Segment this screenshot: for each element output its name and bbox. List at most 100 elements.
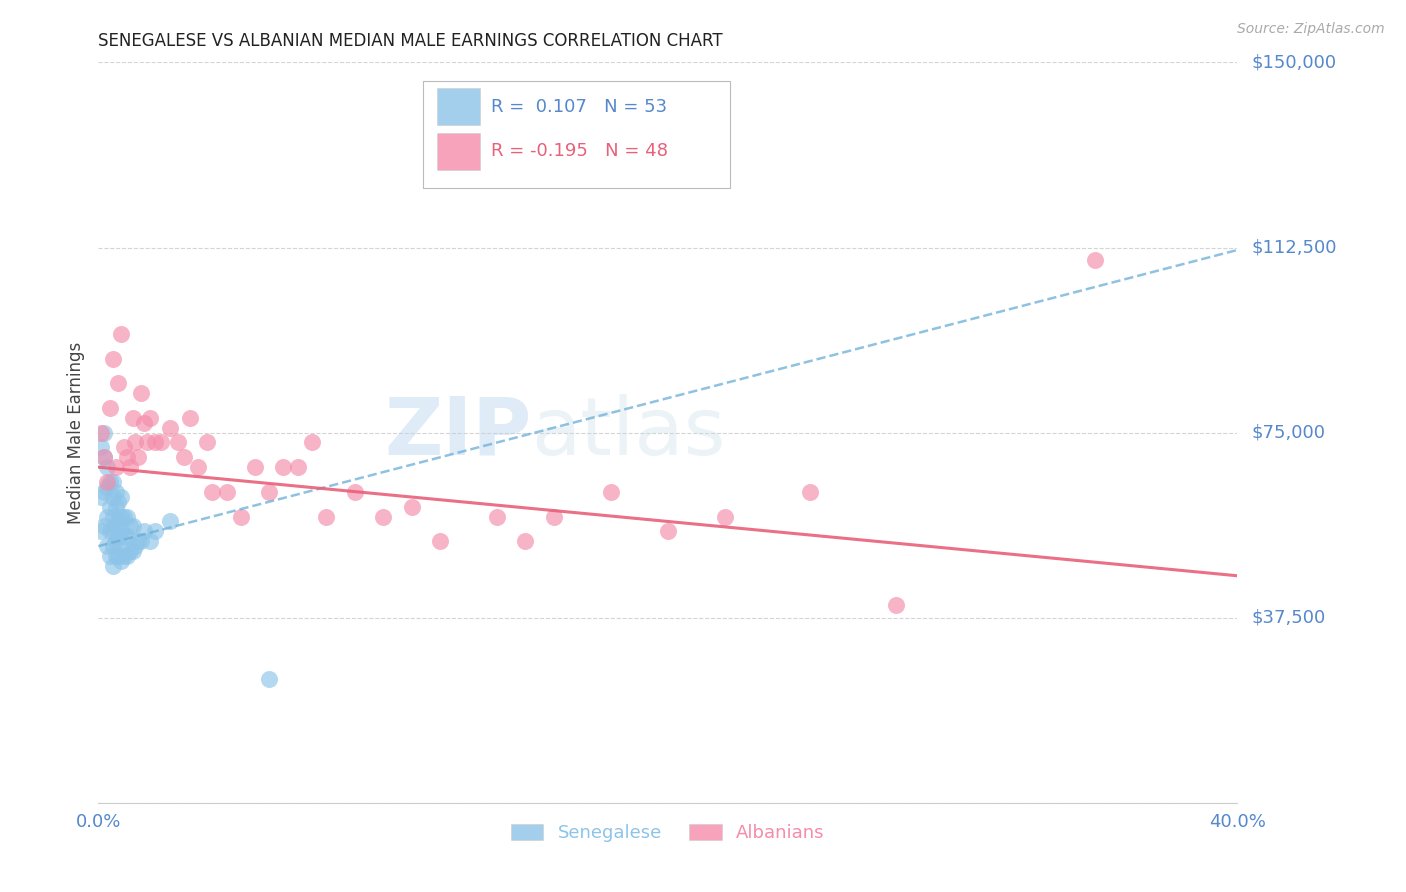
FancyBboxPatch shape bbox=[437, 133, 479, 169]
Point bbox=[96, 539, 118, 553]
Point bbox=[315, 509, 337, 524]
Point bbox=[486, 509, 509, 524]
Point bbox=[118, 544, 141, 558]
Point bbox=[600, 484, 623, 499]
Point bbox=[98, 549, 121, 563]
Point bbox=[104, 484, 127, 499]
Point bbox=[129, 386, 152, 401]
Point bbox=[127, 450, 149, 465]
Point bbox=[201, 484, 224, 499]
Point bbox=[273, 460, 295, 475]
Point bbox=[93, 484, 115, 499]
Point bbox=[301, 435, 323, 450]
Point bbox=[98, 475, 121, 489]
Text: $150,000: $150,000 bbox=[1251, 54, 1336, 71]
Point bbox=[107, 494, 129, 508]
Point bbox=[343, 484, 366, 499]
Point bbox=[115, 509, 138, 524]
Text: SENEGALESE VS ALBANIAN MEDIAN MALE EARNINGS CORRELATION CHART: SENEGALESE VS ALBANIAN MEDIAN MALE EARNI… bbox=[98, 32, 723, 50]
Point bbox=[90, 425, 112, 440]
Point bbox=[429, 534, 451, 549]
FancyBboxPatch shape bbox=[423, 81, 731, 188]
Point bbox=[187, 460, 209, 475]
Point bbox=[101, 475, 124, 489]
Point bbox=[373, 509, 395, 524]
Point bbox=[138, 534, 160, 549]
Point bbox=[96, 460, 118, 475]
Point bbox=[96, 475, 118, 489]
Point bbox=[145, 435, 167, 450]
Point bbox=[115, 529, 138, 543]
Point bbox=[101, 490, 124, 504]
Point bbox=[98, 401, 121, 415]
Point bbox=[259, 484, 281, 499]
Point bbox=[124, 539, 146, 553]
Point bbox=[104, 549, 127, 563]
Text: $75,000: $75,000 bbox=[1251, 424, 1326, 442]
Point bbox=[90, 490, 112, 504]
Point bbox=[112, 529, 135, 543]
Point bbox=[112, 509, 135, 524]
Point bbox=[98, 524, 121, 539]
Point bbox=[110, 509, 132, 524]
Point bbox=[150, 435, 173, 450]
Point bbox=[115, 549, 138, 563]
Point bbox=[98, 500, 121, 514]
Point bbox=[132, 524, 155, 539]
Point bbox=[93, 450, 115, 465]
Point bbox=[101, 539, 124, 553]
Point bbox=[101, 558, 124, 573]
Point bbox=[138, 410, 160, 425]
Point bbox=[799, 484, 821, 499]
Point bbox=[515, 534, 537, 549]
Point bbox=[118, 460, 141, 475]
Point bbox=[104, 534, 127, 549]
Point bbox=[229, 509, 252, 524]
Text: R =  0.107   N = 53: R = 0.107 N = 53 bbox=[491, 98, 668, 116]
Point bbox=[173, 450, 195, 465]
Point bbox=[132, 416, 155, 430]
Point bbox=[127, 534, 149, 549]
Text: $37,500: $37,500 bbox=[1251, 608, 1326, 627]
Point bbox=[884, 599, 907, 613]
Point bbox=[90, 524, 112, 539]
Text: R = -0.195   N = 48: R = -0.195 N = 48 bbox=[491, 143, 668, 161]
Point bbox=[101, 351, 124, 366]
Point bbox=[101, 524, 124, 539]
Point bbox=[145, 524, 167, 539]
Point bbox=[112, 549, 135, 563]
Point bbox=[107, 529, 129, 543]
Point bbox=[90, 441, 112, 455]
Point bbox=[110, 539, 132, 553]
Y-axis label: Median Male Earnings: Median Male Earnings bbox=[66, 342, 84, 524]
Point bbox=[110, 326, 132, 341]
Point bbox=[259, 673, 281, 687]
Point bbox=[135, 435, 157, 450]
Point bbox=[129, 534, 152, 549]
Point bbox=[195, 435, 218, 450]
Point bbox=[179, 410, 201, 425]
Point bbox=[1084, 252, 1107, 267]
Point bbox=[110, 554, 132, 568]
Point bbox=[104, 500, 127, 514]
Point bbox=[101, 509, 124, 524]
Point bbox=[243, 460, 266, 475]
Text: atlas: atlas bbox=[531, 393, 725, 472]
Point bbox=[159, 420, 181, 434]
Point bbox=[124, 435, 146, 450]
Point bbox=[657, 524, 679, 539]
Point bbox=[543, 509, 565, 524]
Point bbox=[159, 515, 181, 529]
Point bbox=[121, 519, 143, 533]
Point bbox=[115, 450, 138, 465]
Point bbox=[107, 549, 129, 563]
Point bbox=[167, 435, 190, 450]
Point bbox=[104, 460, 127, 475]
Point bbox=[110, 490, 132, 504]
Point bbox=[287, 460, 309, 475]
Point bbox=[121, 544, 143, 558]
Point bbox=[110, 524, 132, 539]
Text: $112,500: $112,500 bbox=[1251, 238, 1337, 257]
Point bbox=[93, 450, 115, 465]
Point bbox=[107, 376, 129, 391]
